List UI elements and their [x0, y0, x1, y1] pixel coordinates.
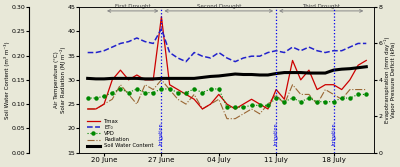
Y-axis label: Soil Water Content (m³ m⁻³): Soil Water Content (m³ m⁻³) — [4, 41, 10, 119]
Text: Irrigation: Irrigation — [274, 123, 279, 145]
Text: Irrigation: Irrigation — [331, 123, 336, 145]
Text: Third Drought: Third Drought — [302, 5, 340, 10]
Text: Irrigation: Irrigation — [159, 123, 164, 145]
Text: Second Drought: Second Drought — [196, 5, 241, 10]
Text: First Drought: First Drought — [115, 5, 150, 10]
Y-axis label: Evapotranspiration (mm day⁻¹)
Vapor Pressure Deficit (kPa): Evapotranspiration (mm day⁻¹) Vapor Pres… — [384, 37, 396, 123]
Y-axis label: Air Temperature (°C)
Solar Radiation (MJ m⁻²): Air Temperature (°C) Solar Radiation (MJ… — [54, 47, 66, 113]
Legend: Tmax, ET₀, VPD, Radiation, Soil Water Content: Tmax, ET₀, VPD, Radiation, Soil Water Co… — [85, 118, 155, 150]
